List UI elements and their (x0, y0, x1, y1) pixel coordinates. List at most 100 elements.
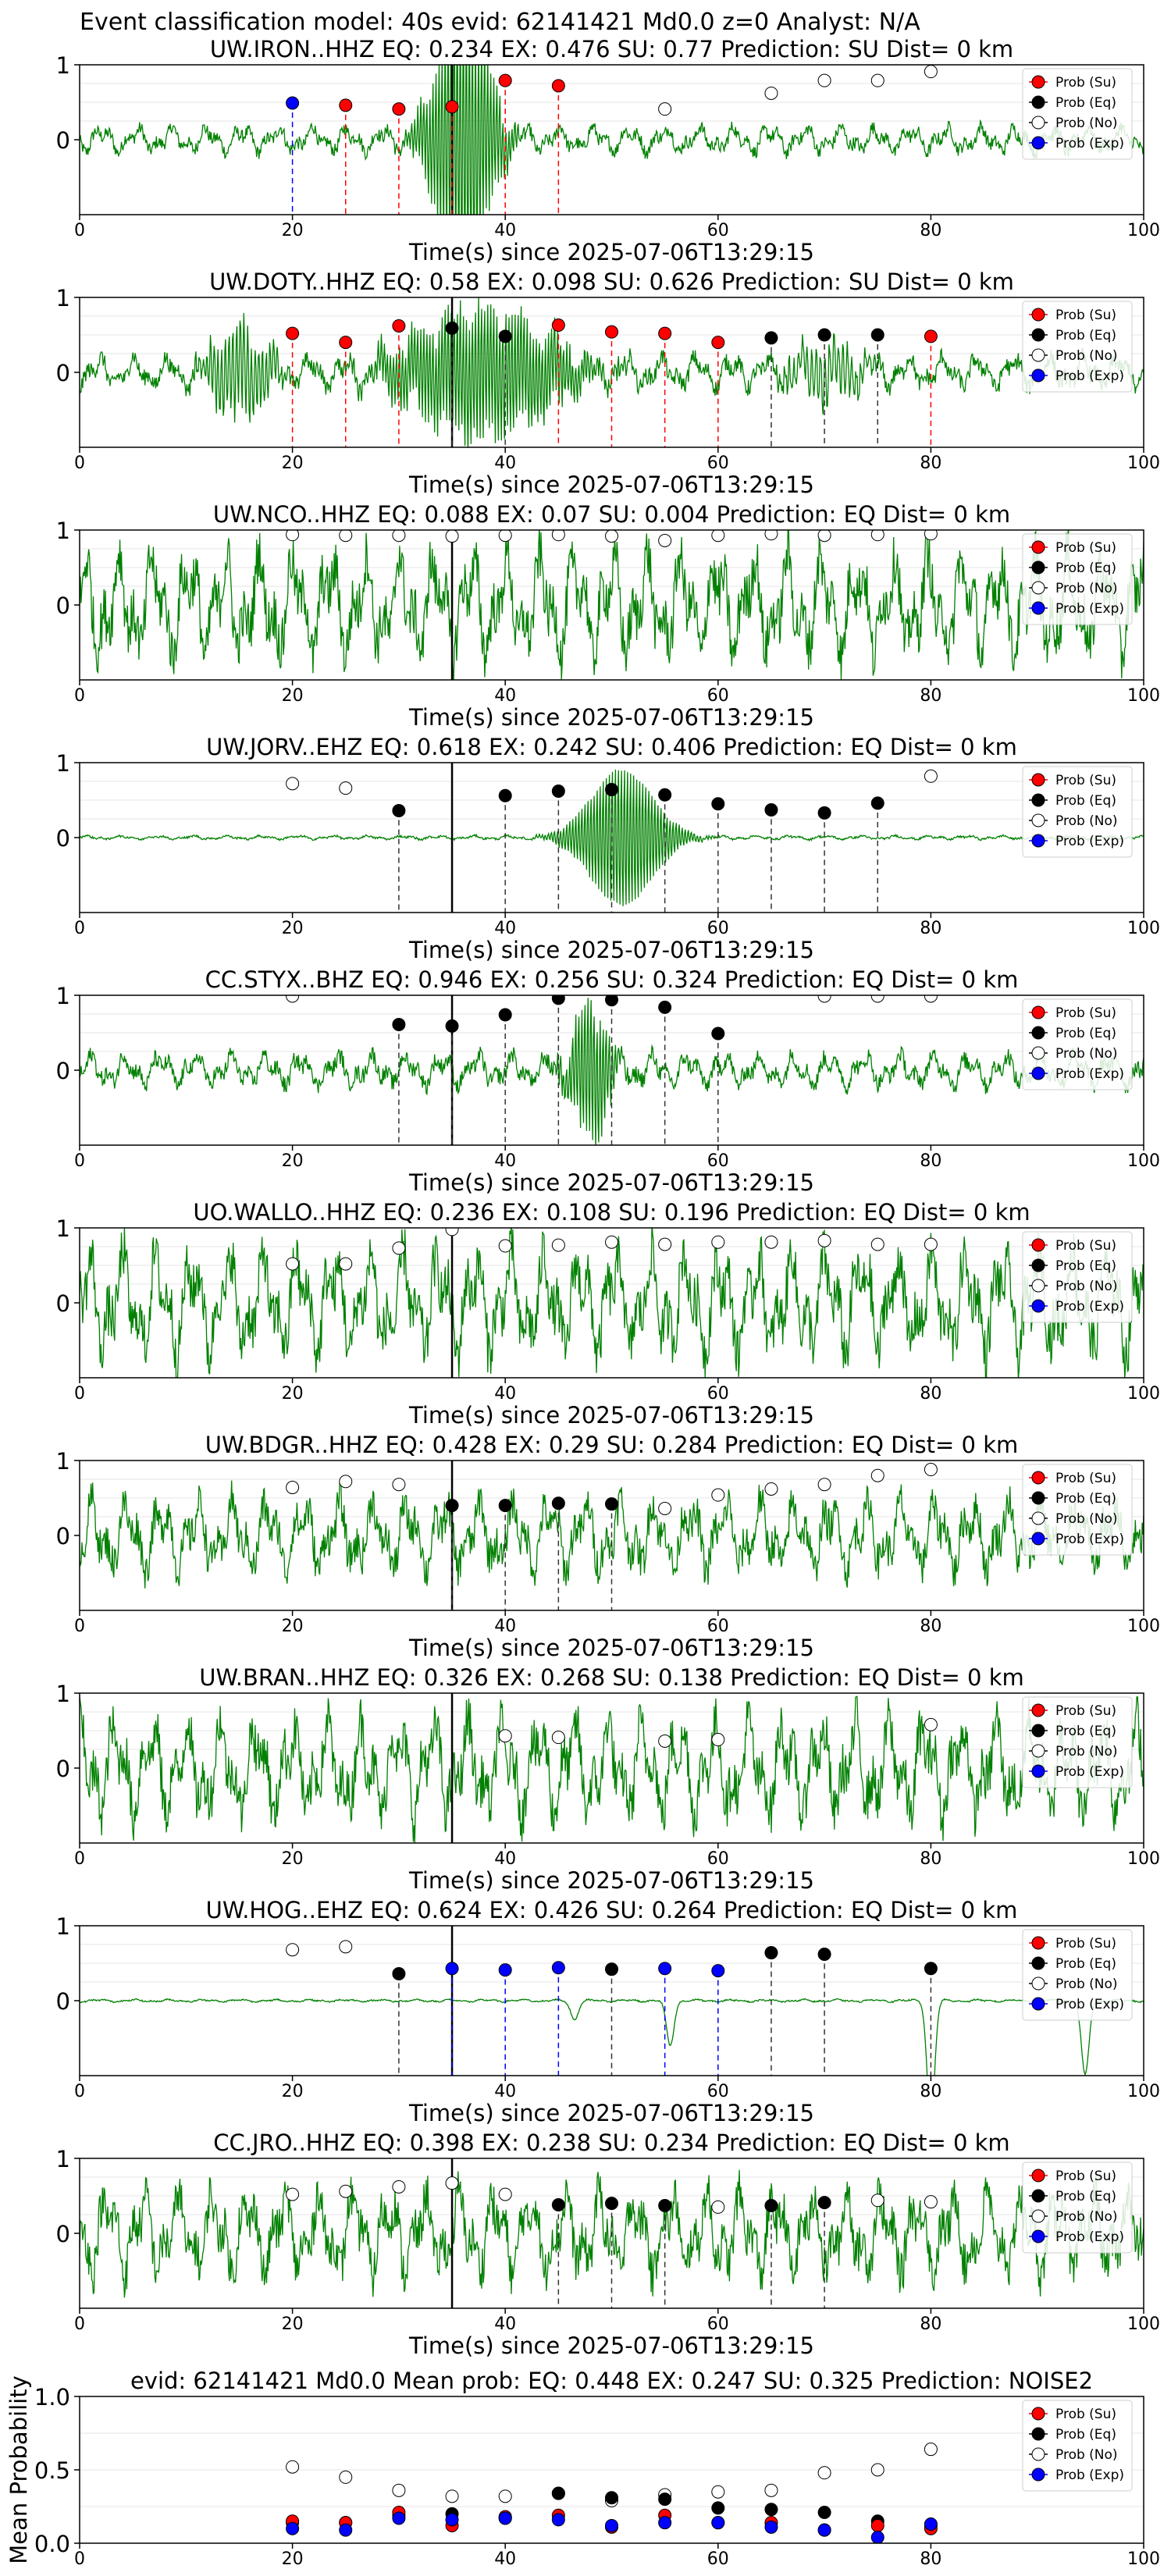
prob-marker-eq (817, 328, 831, 342)
y-tick-label: 1 (56, 983, 70, 1009)
y-tick-label: 0.0 (34, 2531, 70, 2557)
prob-marker-no (605, 530, 618, 543)
mean-marker-eq (711, 2501, 725, 2515)
legend-box (1022, 533, 1133, 625)
legend-marker-exp (1031, 2229, 1045, 2243)
legend-marker-eq (1031, 1258, 1045, 1272)
x-tick-label: 0 (74, 1617, 85, 1636)
prob-marker-eq (870, 328, 884, 342)
prob-marker-no (605, 1235, 618, 1249)
mean-marker-exp (870, 2530, 884, 2543)
prob-marker-eq (658, 2198, 672, 2212)
legend-marker-no (1031, 813, 1045, 827)
prob-marker-no (551, 530, 565, 542)
prob-marker-no (711, 1733, 725, 1747)
x-tick-label: 80 (920, 2549, 941, 2569)
mean-marker-exp (924, 2517, 938, 2532)
x-axis-label: Time(s) since 2025-07-06T13:29:15 (408, 471, 814, 498)
x-tick-label: 0 (74, 2314, 85, 2334)
mean-marker-no (286, 2460, 300, 2474)
legend-label-su: Prob (Su) (1055, 75, 1116, 91)
x-axis-label: Time(s) since 2025-07-06T13:29:15 (408, 1402, 814, 1429)
legend-marker-su (1031, 1238, 1045, 1252)
x-tick-label: 100 (1127, 919, 1160, 938)
legend-box (1022, 1464, 1133, 1556)
legend-label-eq: Prob (Eq) (1055, 1724, 1116, 1739)
y-tick-label: 0 (56, 1756, 70, 1782)
x-tick-label: 60 (707, 686, 729, 706)
mean-marker-exp (392, 2511, 406, 2525)
prob-marker-no (286, 2187, 300, 2201)
prob-marker-no (339, 1940, 353, 1954)
prob-marker-eq (445, 1019, 459, 1033)
prob-marker-eq (870, 796, 884, 810)
x-tick-label: 0 (74, 221, 85, 240)
plot-area (80, 297, 1144, 447)
prob-marker-no (924, 2195, 938, 2209)
mean-marker-no (870, 2463, 884, 2477)
prob-marker-su (339, 98, 353, 112)
legend-marker-no (1031, 2209, 1045, 2223)
x-axis-label: Time(s) since 2025-07-06T13:29:15 (408, 1867, 814, 1894)
prob-marker-su (924, 329, 938, 343)
legend-label-eq: Prob (Eq) (1055, 1026, 1116, 1041)
seismic-trace (80, 769, 1144, 906)
prob-marker-eq (498, 788, 512, 802)
x-tick-label: 100 (1127, 1384, 1160, 1404)
prob-marker-su (551, 79, 565, 93)
x-tick-label: 20 (282, 1151, 304, 1171)
prob-marker-exp (551, 1961, 565, 1975)
y-tick-label: 1 (56, 285, 70, 311)
x-tick-label: 80 (920, 221, 941, 240)
x-tick-label: 80 (920, 1151, 941, 1171)
prob-marker-no (498, 530, 512, 543)
panel-title: UW.NCO..HHZ EQ: 0.088 EX: 0.07 SU: 0.004… (213, 501, 1010, 528)
legend-label-exp: Prob (Exp) (1055, 834, 1124, 849)
plot-area (80, 65, 1144, 215)
prob-marker-eq (817, 2196, 831, 2210)
x-tick-label: 80 (920, 919, 941, 938)
prob-marker-no (339, 781, 353, 795)
prob-marker-eq (392, 803, 406, 817)
legend-label-su: Prob (Su) (1055, 2407, 1116, 2422)
legend-label-su: Prob (Su) (1055, 1471, 1116, 1486)
mean-marker-eq (551, 2486, 565, 2500)
legend-label-eq: Prob (Eq) (1055, 95, 1116, 111)
plot-area (80, 2158, 1144, 2308)
figure-title: Event classification model: 40s evid: 62… (80, 9, 920, 36)
x-tick-label: 40 (494, 1384, 516, 1404)
legend-label-eq: Prob (Eq) (1055, 2189, 1116, 2204)
legend-label-no: Prob (No) (1055, 1511, 1118, 1527)
prob-marker-eq (392, 1966, 406, 1980)
prob-marker-eq (605, 783, 618, 797)
seismic-trace (80, 1695, 1144, 1843)
x-tick-label: 100 (1127, 686, 1160, 706)
x-tick-label: 0 (74, 1151, 85, 1171)
y-tick-label: 0 (56, 127, 70, 154)
prob-marker-no (924, 1717, 938, 1731)
y-tick-label: 1 (56, 52, 70, 79)
prob-marker-no (286, 995, 300, 1003)
mean-marker-exp (286, 2521, 300, 2535)
prob-marker-su (551, 318, 565, 333)
x-tick-label: 20 (282, 1849, 304, 1869)
legend-marker-su (1031, 773, 1045, 787)
legend-label-su: Prob (Su) (1055, 2169, 1116, 2184)
mean-marker-exp (551, 2513, 565, 2527)
y-tick-label: 1 (56, 518, 70, 544)
legend-label-no: Prob (No) (1055, 581, 1118, 596)
prob-marker-su (711, 336, 725, 350)
panel-title: UW.BDGR..HHZ EQ: 0.428 EX: 0.29 SU: 0.28… (205, 1432, 1018, 1458)
x-tick-label: 60 (707, 1384, 729, 1404)
prob-marker-no (445, 530, 459, 543)
prob-marker-no (658, 1734, 672, 1748)
prob-marker-no (764, 1235, 778, 1249)
seismic-trace (80, 1228, 1144, 1378)
x-tick-label: 0 (74, 686, 85, 706)
y-tick-label: 1 (56, 1681, 70, 1707)
y-tick-label: 1 (56, 750, 70, 777)
legend-label-exp: Prob (Exp) (1055, 1532, 1124, 1547)
mean-marker-no (924, 2443, 938, 2457)
x-axis-label: Time(s) since 2025-07-06T13:29:15 (408, 704, 814, 731)
mean-marker-exp (658, 2516, 672, 2530)
